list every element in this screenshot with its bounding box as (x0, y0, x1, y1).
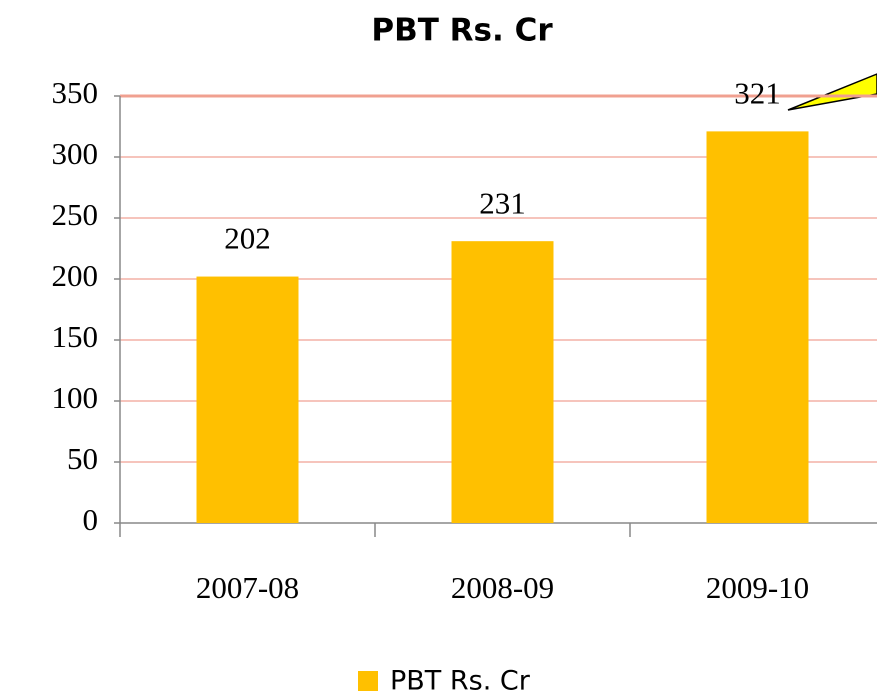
x-tick-label: 2008-09 (451, 570, 554, 605)
y-tick-label: 150 (52, 319, 99, 354)
legend-label: PBT Rs. Cr (390, 666, 531, 697)
y-tick-label: 250 (52, 197, 99, 232)
y-tick-label: 100 (52, 380, 99, 415)
x-tick-label: 2009-10 (706, 570, 809, 605)
y-tick-label: 0 (83, 502, 99, 537)
bar (196, 276, 299, 523)
data-label: 231 (479, 185, 526, 220)
bar (451, 241, 554, 523)
y-tick-label: 300 (52, 136, 99, 171)
y-tick-label: 350 (52, 75, 99, 110)
data-label: 321 (734, 75, 781, 110)
x-tick-label: 2007-08 (196, 570, 299, 605)
bar (706, 131, 809, 523)
y-tick-label: 50 (67, 441, 98, 476)
callout-arrow (787, 73, 877, 111)
y-tick-label: 200 (52, 258, 99, 293)
data-label: 202 (224, 221, 271, 256)
legend-swatch (358, 671, 378, 691)
chart-title: PBT Rs. Cr (371, 13, 553, 49)
